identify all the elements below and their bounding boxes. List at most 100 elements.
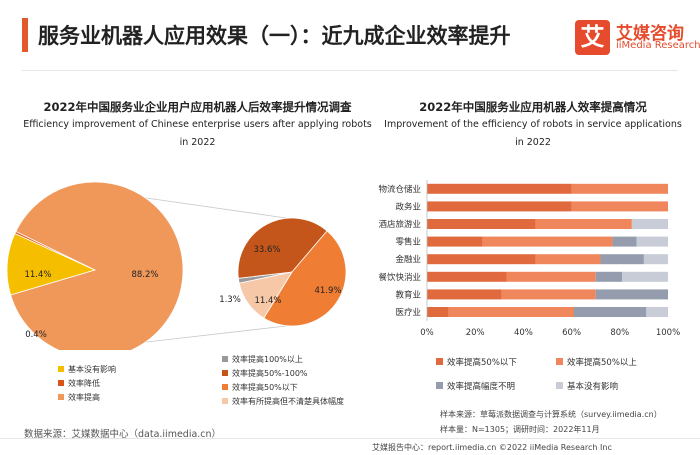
legend-label: 基本没有影响 — [68, 365, 116, 374]
x-tick-label: 0% — [420, 328, 434, 338]
data-source: 数据来源：艾媒数据中心（data.iimedia.cn） — [24, 429, 222, 440]
legend-swatch — [58, 379, 64, 386]
bar-segment — [448, 307, 575, 317]
bar-segment — [427, 307, 449, 317]
bar-segment — [595, 289, 668, 300]
copyright: 艾媒报告中心：report.iimedia.cn ©2022 iiMedia R… — [372, 443, 612, 452]
legend-swatch — [556, 358, 563, 365]
connector-line-top — [145, 197, 287, 219]
footer-divider — [0, 438, 700, 439]
legend-swatch — [222, 369, 228, 376]
bar-category-label: 物流仓储业 — [378, 184, 421, 195]
legend-label: 效率降低 — [68, 379, 100, 388]
bar-segment — [535, 219, 632, 229]
legend-label: 效率提高 — [68, 393, 100, 402]
legend-item: 效率有所提高但不清楚具体幅度 — [222, 396, 344, 407]
sub-pie-label-1: 33.6% — [253, 245, 280, 255]
x-tick-label: 20% — [466, 328, 485, 338]
right-chart-subtitle-year: in 2022 — [515, 137, 551, 148]
left-chart-subtitle-year: in 2022 — [179, 137, 216, 148]
bar-category-label: 金融业 — [395, 254, 421, 265]
x-tick-label: 80% — [610, 328, 629, 338]
x-tick-label: 40% — [514, 328, 533, 338]
bar-category-label: 餐饮快消业 — [378, 272, 421, 283]
legend-label: 效率提高50%以下 — [447, 358, 517, 368]
pie-of-pie-chart: 11.4% 88.2% 0.4% 1.3% 33.6% 41.9% 11.4% — [6, 181, 347, 350]
legend-item: 效率提高 — [58, 392, 116, 403]
bar-segment — [636, 236, 668, 247]
bar-segment — [571, 183, 668, 194]
legend-item: 效率提高50%-100% — [222, 368, 344, 379]
legend-swatch — [436, 382, 443, 389]
sub-pie-slice-2 — [263, 230, 347, 327]
left-chart-title: 2022年中国服务业企业用户应用机器人后效率提升情况调查 — [43, 100, 352, 114]
legend-swatch — [222, 355, 228, 362]
sub-pie-label-2: 41.9% — [314, 286, 341, 296]
bar-segment — [427, 183, 572, 194]
bar-segment — [643, 254, 668, 265]
bar-segment — [595, 271, 623, 282]
bar-category-label: 教育业 — [395, 289, 421, 300]
bar-segment — [631, 219, 668, 229]
x-tick-label: 100% — [656, 328, 680, 338]
bar-segment — [622, 271, 668, 282]
main-pie-slice-2 — [10, 181, 184, 350]
legend-item: 效率提高幅度不明 — [436, 380, 556, 392]
page-title: 服务业机器人应用效果（一）：近九成企业效率提升 — [38, 24, 511, 48]
logo-text-en: iiMedia Research — [616, 40, 700, 51]
bar-category-label: 零售业 — [395, 237, 421, 248]
bar-category-label: 酒店旅游业 — [378, 219, 421, 230]
bar-segment — [612, 236, 637, 247]
sub-pie-slice-3 — [238, 271, 293, 319]
sample-size: 样本量：N=1305；调研时间：2022年11月 — [440, 425, 600, 434]
bar-segment — [427, 201, 572, 212]
bar-segment — [506, 271, 596, 282]
main-pie-legend: 基本没有影响 效率降低效率提高 — [58, 364, 116, 406]
legend-item: 效率提高100%以上 — [222, 354, 344, 365]
legend-label: 效率提高幅度不明 — [447, 382, 516, 392]
connector-line-bottom — [145, 325, 287, 343]
legend-label: 基本没有影响 — [567, 382, 619, 392]
header-divider — [22, 70, 678, 71]
main-pie-label-1: 0.4% — [25, 330, 47, 340]
bar-segment — [571, 201, 668, 212]
bar-segment — [427, 289, 502, 300]
legend-label: 效率提高50%-100% — [232, 369, 308, 378]
bar-segment — [501, 289, 596, 300]
left-chart-subtitle: Efficiency improvement of Chinese enterp… — [23, 119, 372, 130]
legend-swatch — [222, 383, 228, 390]
legend-item: 基本没有影响 — [556, 380, 676, 392]
bar-segment — [427, 254, 536, 265]
sub-pie-label-0: 1.3% — [219, 295, 241, 305]
sample-source: 样本来源：草莓派数据调查与计算系统（survey.iimedia.cn） — [440, 410, 662, 419]
legend-label: 效率提高50%以下 — [232, 383, 298, 392]
legend-label: 效率提高50%以上 — [567, 358, 637, 368]
right-chart-title: 2022年中国服务业应用机器人效率提高情况 — [419, 100, 647, 114]
bar-segment — [427, 219, 536, 229]
title-accent-bar — [22, 18, 28, 52]
legend-swatch — [556, 382, 563, 389]
legend-swatch — [436, 358, 443, 365]
main-pie-slice-0 — [6, 232, 97, 296]
legend-swatch — [58, 365, 64, 372]
bar-segment — [535, 254, 601, 265]
bar-segment — [600, 254, 644, 265]
main-pie-label-0: 11.4% — [24, 270, 51, 280]
legend-item: 效率提高50%以下 — [436, 356, 556, 368]
bar-segment — [427, 271, 507, 282]
sub-pie-slice-1 — [237, 217, 328, 279]
bar-category-label: 政务业 — [395, 201, 421, 212]
bar-segment — [646, 307, 668, 317]
sub-pie-label-3: 11.4% — [254, 296, 281, 306]
main-pie-label-2: 88.2% — [131, 270, 158, 280]
legend-swatch — [58, 393, 64, 400]
legend-item: 效率提高50%以下 — [222, 382, 344, 393]
bar-category-label: 医疗业 — [395, 307, 421, 318]
x-tick-label: 60% — [562, 328, 581, 338]
logo-icon: 艾 — [575, 20, 610, 55]
bar-segment — [482, 236, 613, 247]
logo-text-cn: 艾媒咨询 — [616, 24, 684, 44]
legend-item: 效率提高50%以上 — [556, 356, 676, 368]
legend-item: 基本没有影响 — [58, 364, 116, 375]
